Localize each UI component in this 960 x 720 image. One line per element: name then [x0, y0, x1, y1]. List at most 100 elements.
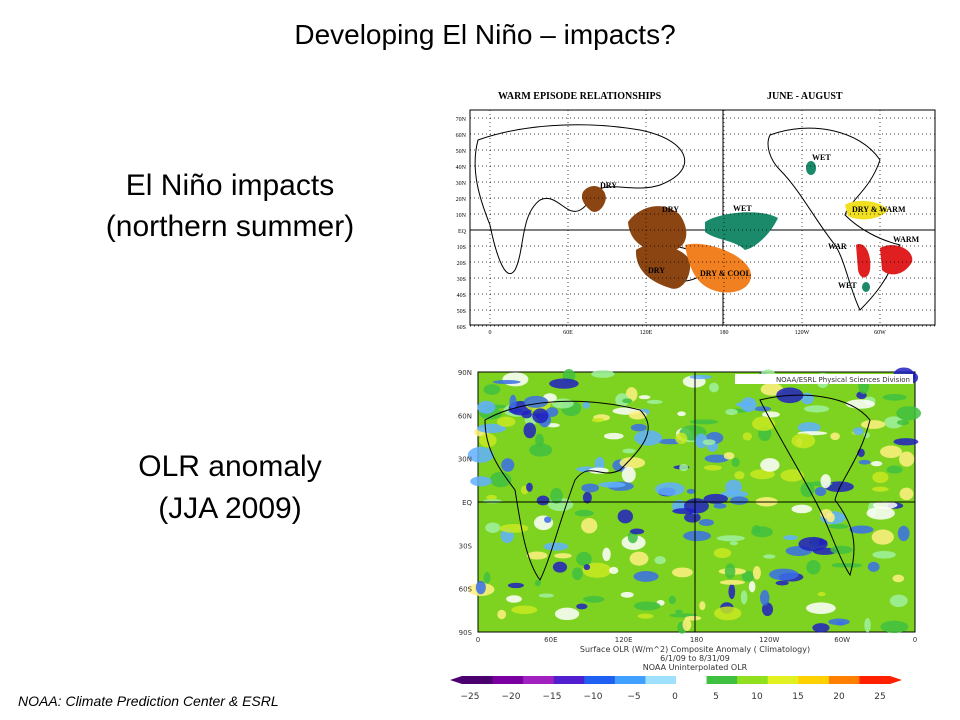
- colorbar-tick: −10: [584, 692, 603, 702]
- anomaly-patch: [583, 564, 591, 571]
- map-caption: Surface OLR (W/m^2) Composite Anomaly ( …: [580, 645, 810, 654]
- anomaly-patch: [740, 397, 757, 413]
- anomaly-patch: [576, 603, 588, 610]
- region-blob: [628, 206, 687, 252]
- anomaly-patch: [501, 458, 515, 472]
- anomaly-patch: [882, 393, 907, 401]
- anomaly-patch: [603, 432, 624, 440]
- anomaly-patch: [806, 602, 836, 614]
- anomaly-patch: [550, 487, 563, 504]
- lat-label: 40S: [457, 293, 466, 299]
- anomaly-patch: [867, 561, 880, 572]
- region-blob: [880, 245, 913, 275]
- anomaly-patch: [724, 563, 736, 579]
- region-blob: [581, 186, 606, 212]
- anomaly-patch: [852, 427, 864, 436]
- anomaly-patch: [492, 380, 521, 385]
- impact-map: WARM EPISODE RELATIONSHIPS JUNE - AUGUST: [469, 91, 936, 326]
- anomaly-patch: [791, 504, 813, 514]
- colorbar-tick: 5: [713, 692, 719, 702]
- anomaly-patch: [899, 487, 914, 501]
- anomaly-patch: [689, 374, 713, 380]
- anomaly-patch: [536, 495, 550, 506]
- anomaly-patch: [476, 423, 506, 434]
- lat-label: 90S: [459, 629, 473, 637]
- anomaly-patch: [615, 393, 629, 407]
- anomaly-patch: [625, 387, 638, 402]
- anomaly-patch: [571, 567, 583, 581]
- anomaly-patch: [551, 398, 574, 409]
- anomaly-patch: [731, 457, 740, 468]
- anomaly-patch: [804, 405, 830, 413]
- anomaly-patch: [633, 601, 661, 611]
- colorbar-swatch: [676, 676, 708, 684]
- anomaly-patch: [637, 613, 654, 619]
- anomaly-patch: [897, 525, 910, 542]
- colorbar-swatch: [798, 676, 830, 684]
- anomaly-patch: [483, 571, 491, 584]
- anomaly-patch: [683, 530, 711, 542]
- lat-label: 30S: [459, 542, 473, 550]
- anomaly-patch: [598, 481, 626, 488]
- region-blob: [685, 243, 751, 293]
- region-blob: [845, 200, 888, 220]
- anomaly-patch: [581, 483, 600, 493]
- anomaly-patch: [483, 384, 501, 395]
- anomaly-patch: [532, 408, 549, 424]
- lon-label: 60E: [544, 636, 557, 644]
- anomaly-patch: [552, 561, 568, 573]
- anomaly-patch: [470, 476, 492, 487]
- lat-label: 20N: [456, 197, 467, 203]
- anomaly-patch: [791, 433, 816, 449]
- anomaly-patch: [686, 488, 696, 494]
- anomaly-patch: [622, 398, 633, 404]
- anomaly-patch: [831, 563, 852, 568]
- map-caption: NOAA Uninterpolated OLR: [643, 663, 748, 672]
- anomaly-patch: [713, 548, 732, 559]
- colorbar-swatch: [706, 676, 738, 684]
- anomaly-patch: [534, 579, 541, 587]
- anomaly-patch: [872, 471, 889, 484]
- lat-label: 70N: [456, 117, 467, 123]
- anomaly-patch: [689, 419, 719, 425]
- anomaly-patch: [866, 506, 895, 520]
- anomaly-patch: [617, 509, 633, 524]
- lat-label: 60N: [458, 412, 472, 420]
- colorbar-arrow: [450, 676, 462, 684]
- anomaly-patch: [671, 567, 693, 578]
- anomaly-patch: [602, 547, 611, 562]
- anomaly-patch: [761, 602, 774, 617]
- anomaly-patch: [526, 551, 548, 560]
- region-blob: [862, 282, 870, 292]
- anomaly-patch: [896, 406, 922, 421]
- lon-label: 180: [690, 636, 703, 644]
- anomaly-patch: [817, 591, 826, 597]
- colorbar-swatch: [462, 676, 494, 684]
- anomaly-patch: [506, 595, 522, 603]
- lon-label: 120W: [759, 636, 779, 644]
- footer: NOAA: Climate Prediction Center & ESRL: [18, 693, 279, 709]
- anomaly-patch: [703, 464, 722, 471]
- region-label: DRY & COOL: [700, 269, 751, 278]
- anomaly-patch: [729, 496, 749, 505]
- colorbar-swatch: [645, 676, 677, 684]
- colorbar-tick: 15: [792, 692, 803, 702]
- anomaly-patch: [775, 580, 789, 586]
- lon-label: 120E: [615, 636, 633, 644]
- anomaly-patch: [812, 623, 830, 633]
- colorbar-tick: 10: [751, 692, 763, 702]
- anomaly-patch: [798, 536, 828, 552]
- anomaly-patch: [582, 491, 592, 504]
- lat-label: 60S: [457, 325, 466, 331]
- anomaly-patch: [655, 482, 685, 496]
- anomaly-patch: [763, 554, 776, 559]
- anomaly-patch: [619, 457, 646, 469]
- lon-label: 0: [476, 636, 480, 644]
- anomaly-patch: [543, 542, 569, 551]
- colorbar-tick: −20: [502, 692, 521, 702]
- anomaly-patch: [502, 372, 529, 387]
- credit: NOAA/ESRL Physical Sciences Division: [776, 376, 910, 384]
- anomaly-patch: [695, 433, 708, 449]
- anomaly-patch: [638, 395, 651, 400]
